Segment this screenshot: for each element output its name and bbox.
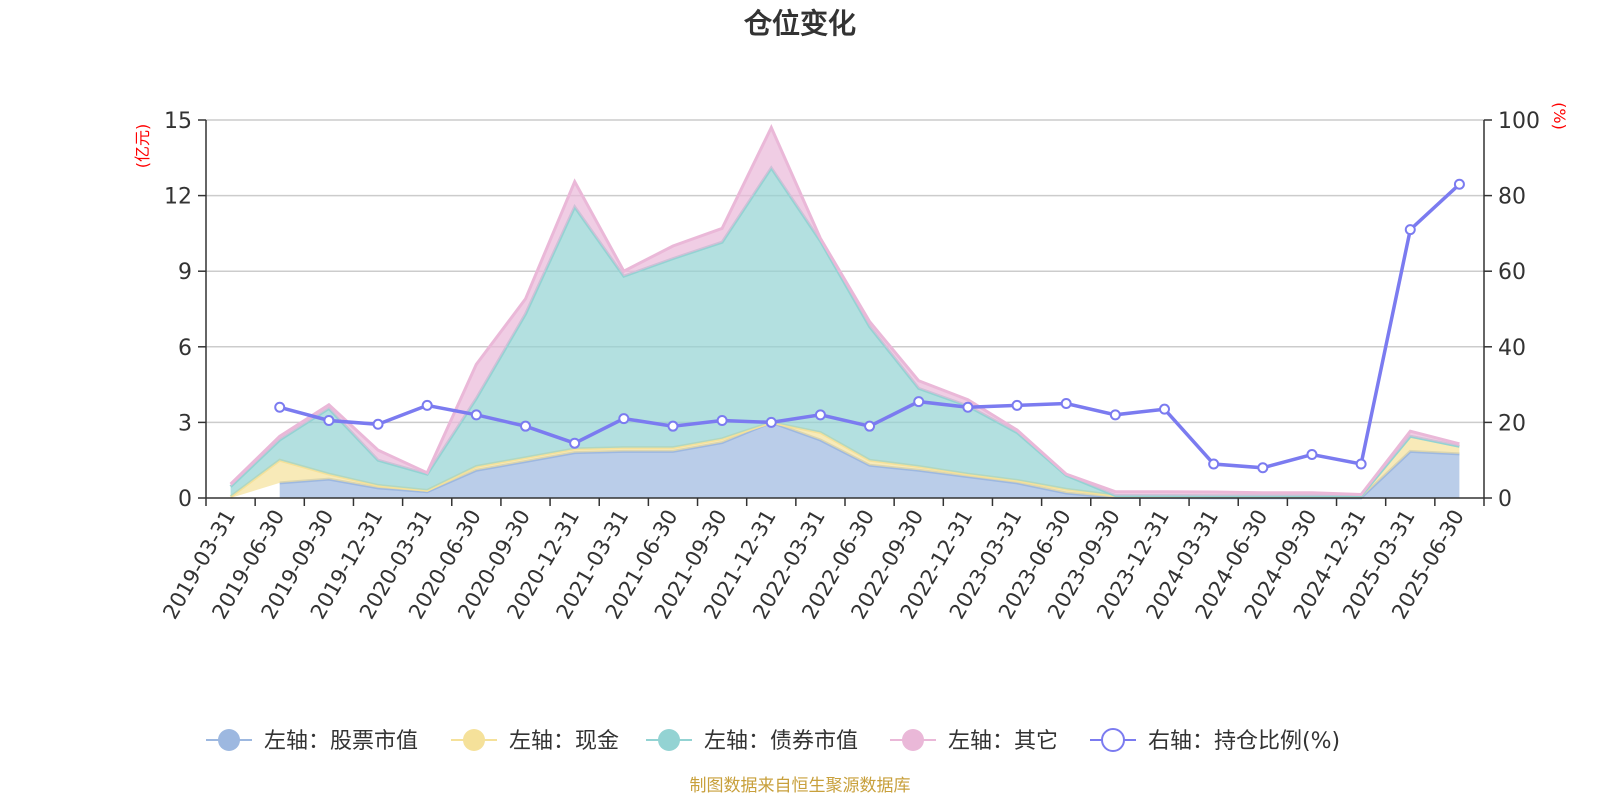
legend-item[interactable]: 左轴：现金: [451, 729, 619, 754]
ratio-point: [1159, 403, 1170, 415]
legend-label: 右轴：持仓比例(%): [1148, 729, 1340, 754]
area-edge-series-3: [229, 124, 1460, 497]
ratio-point: [1306, 449, 1318, 461]
legend-item[interactable]: 左轴：债券市值: [646, 729, 858, 754]
legend-label: 左轴：现金: [509, 729, 619, 754]
ratio-point: [1011, 399, 1023, 411]
legend-label: 左轴：其它: [948, 729, 1058, 754]
legend-hollow-circle-icon: [1101, 728, 1125, 752]
ratio-point: [913, 396, 925, 408]
ratio-point: [716, 415, 728, 427]
right-axis-unit: (%): [1550, 102, 1569, 130]
ratio-point: [1404, 224, 1416, 236]
legend-circle-icon: [902, 729, 924, 751]
right-tick-label: 0: [1498, 487, 1512, 512]
source-note: 制图数据来自恒生聚源数据库: [690, 776, 911, 796]
legend[interactable]: 左轴：股票市值 左轴：现金 左轴：债券市值 左轴：其它 右轴：持仓比例(%): [206, 728, 1340, 754]
ratio-point: [1453, 178, 1465, 190]
ratio-point: [323, 415, 335, 427]
ratio-line: [274, 178, 1465, 474]
right-tick-label: 40: [1498, 336, 1526, 361]
left-tick-label: 9: [178, 260, 192, 285]
stacked-areas: [229, 124, 1460, 500]
area-series-2: [230, 167, 1460, 497]
ratio-point: [421, 399, 433, 411]
ratio-point: [569, 437, 581, 449]
right-tick-label: 100: [1498, 109, 1540, 134]
right-tick-label: 60: [1498, 260, 1526, 285]
ratio-point: [274, 401, 286, 413]
left-tick-label: 0: [178, 487, 192, 512]
left-tick-label: 6: [178, 336, 192, 361]
ratio-point: [864, 420, 876, 432]
ratio-point: [765, 416, 777, 428]
ratio-point: [1257, 462, 1269, 474]
right-tick-label: 20: [1498, 411, 1526, 436]
grid-lines: [206, 119, 1484, 424]
legend-item[interactable]: 左轴：股票市值: [206, 729, 418, 754]
chart-title: 仓位变化: [744, 7, 856, 40]
ratio-point: [470, 409, 482, 421]
ratio-point: [618, 413, 630, 425]
legend-circle-icon: [218, 729, 240, 751]
ratio-point: [1355, 458, 1367, 470]
left-tick-label: 15: [164, 109, 192, 134]
ratio-point: [1109, 409, 1121, 421]
left-axis-unit: (亿元): [133, 124, 152, 169]
legend-label: 左轴：债券市值: [704, 729, 858, 754]
area-series-0: [279, 422, 1460, 498]
legend-label: 左轴：股票市值: [264, 729, 418, 754]
ratio-point: [667, 420, 679, 432]
legend-circle-icon: [658, 729, 680, 751]
ratio-point: [962, 401, 974, 413]
ratio-point: [372, 418, 384, 430]
ratio-point: [520, 420, 531, 432]
ratio-point: [1060, 398, 1072, 409]
right-tick-label: 80: [1498, 185, 1526, 210]
left-tick-label: 12: [164, 185, 192, 210]
legend-item[interactable]: 右轴：持仓比例(%): [1090, 728, 1340, 754]
legend-circle-icon: [463, 729, 485, 751]
ratio-point: [1208, 458, 1220, 470]
left-tick-label: 3: [178, 411, 192, 436]
ratio-point: [814, 409, 826, 421]
legend-item[interactable]: 左轴：其它: [890, 729, 1058, 754]
